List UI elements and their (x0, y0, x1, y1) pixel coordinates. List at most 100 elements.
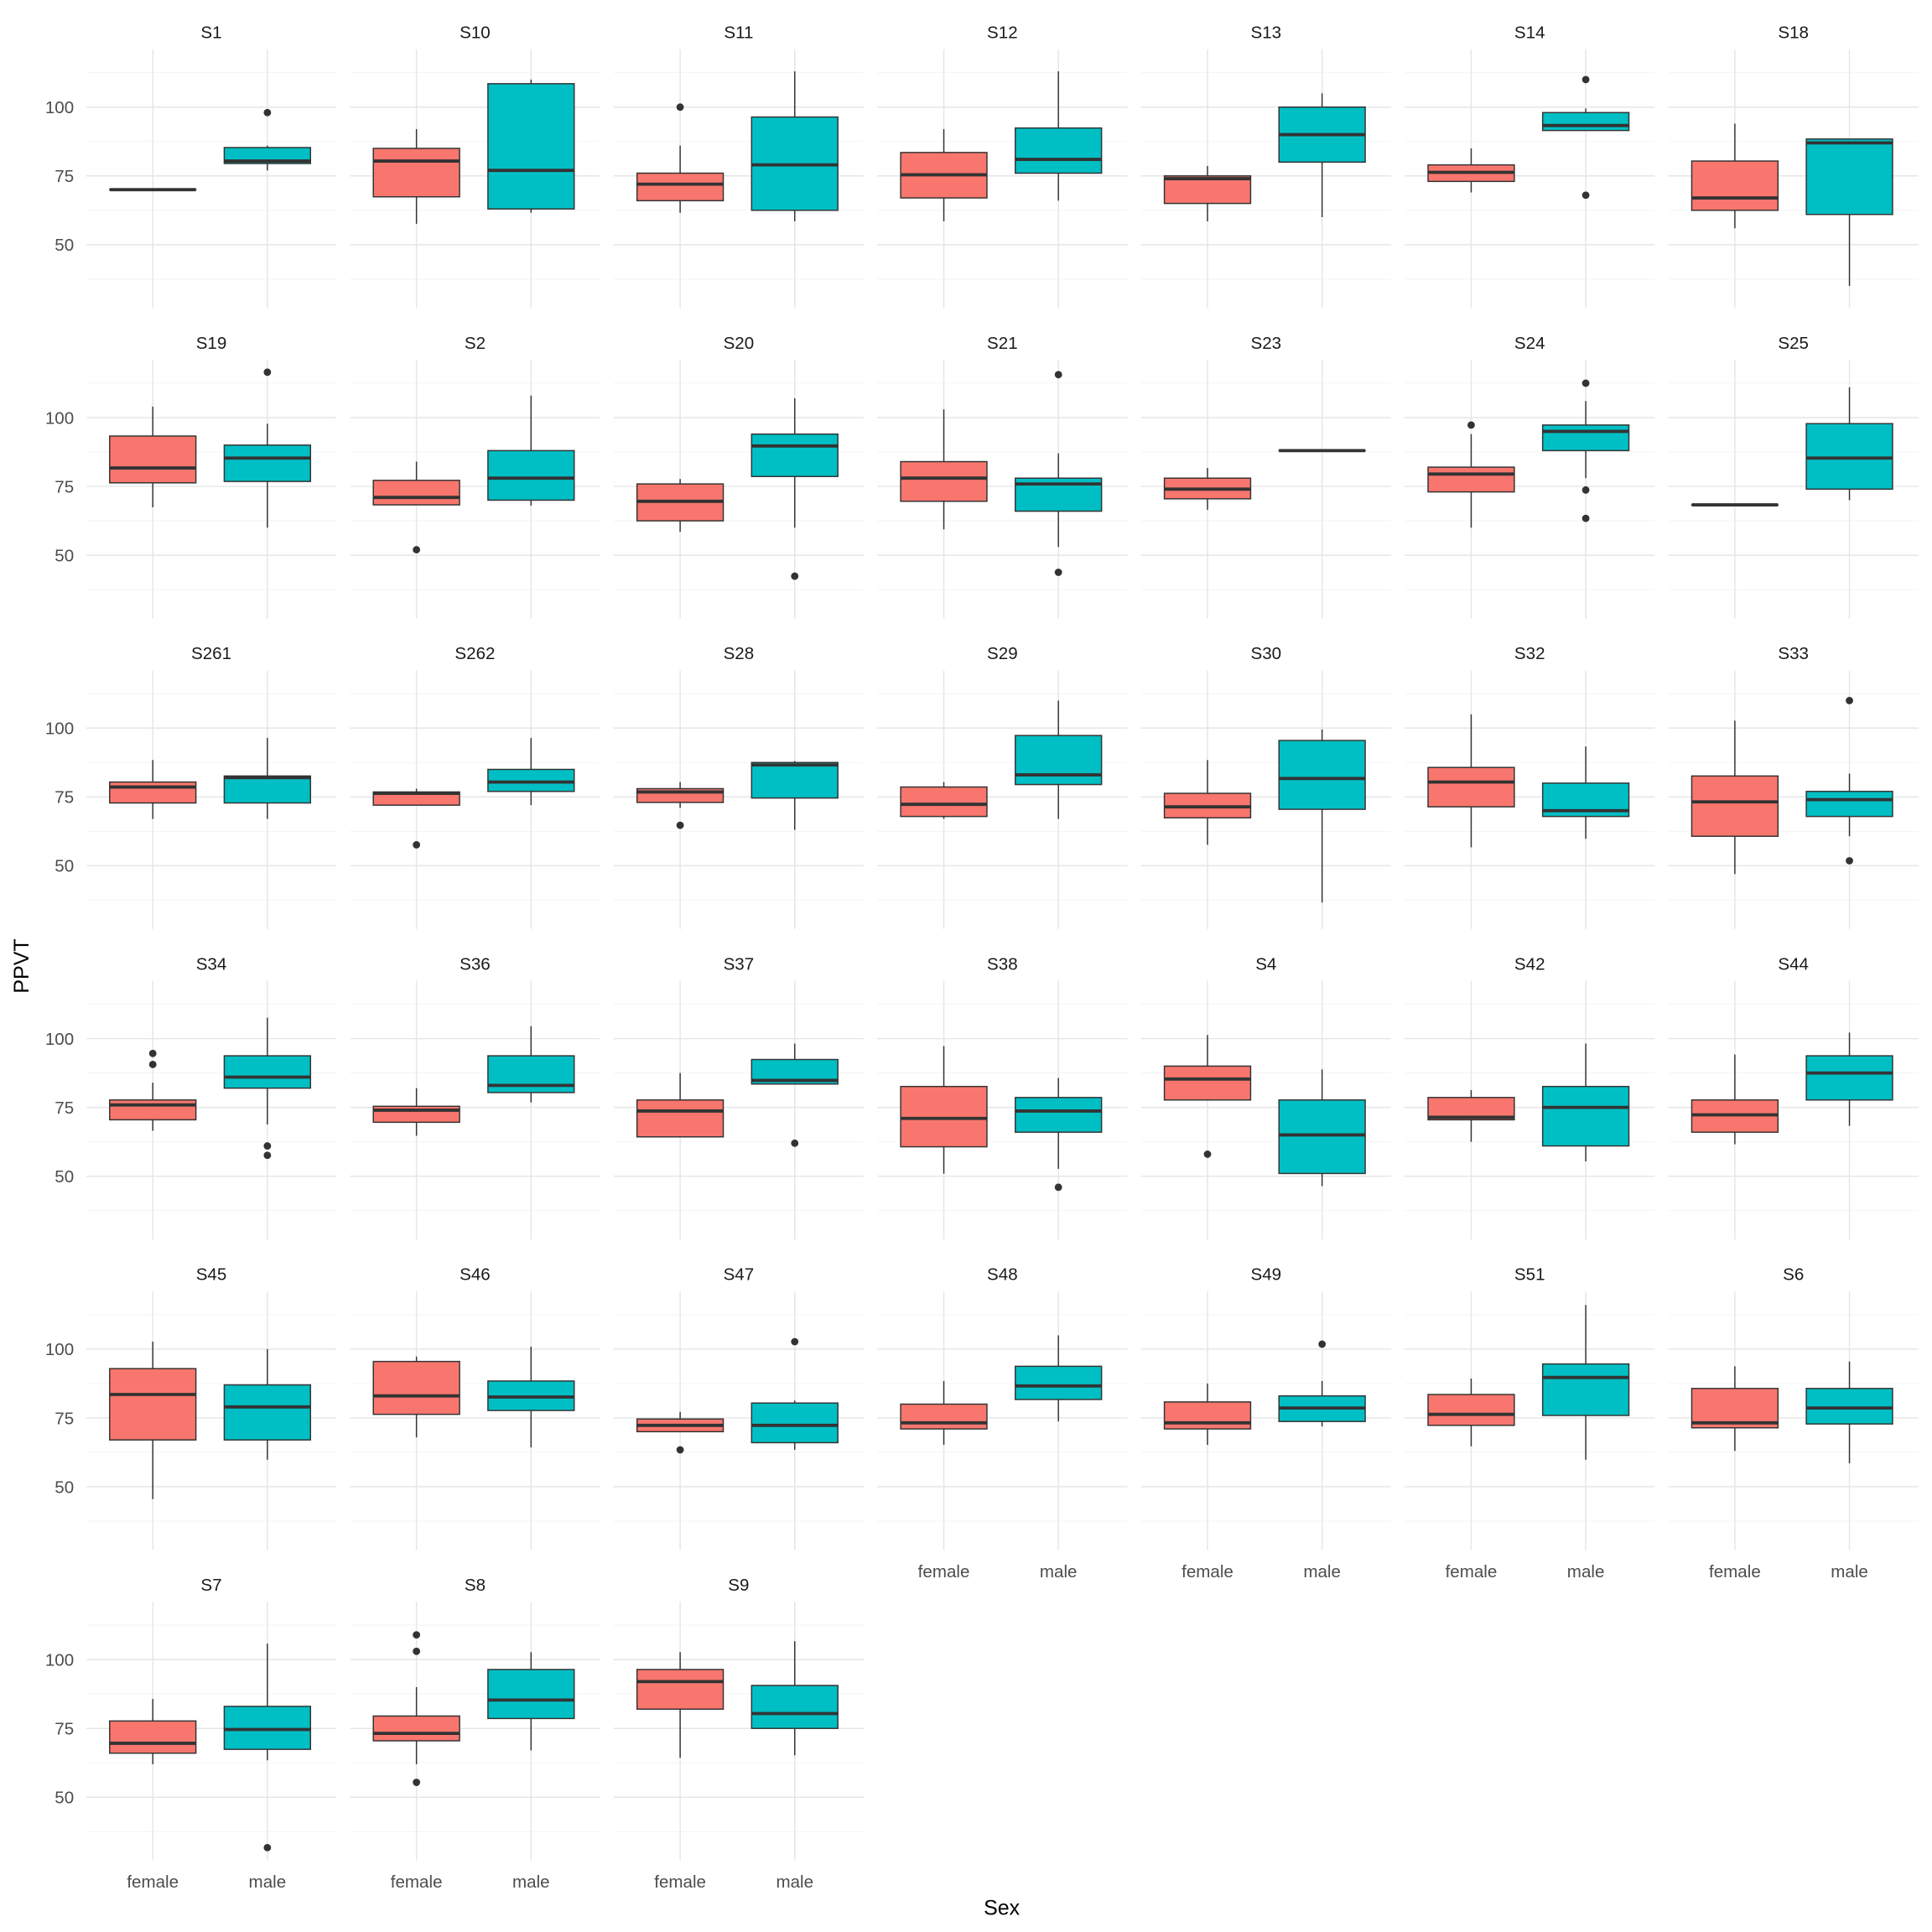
outlier-point (1581, 75, 1590, 84)
panel-S6: S6 female male (1668, 1265, 1919, 1581)
box-female (636, 479, 724, 532)
outlier-point (263, 1151, 272, 1160)
panel-S47: S47 (613, 1265, 865, 1550)
iqr-box (109, 1368, 197, 1441)
iqr-box (900, 1085, 988, 1148)
iqr-box (223, 1706, 312, 1750)
box-male (1278, 93, 1366, 218)
y-axis-title: PPVT (10, 938, 34, 993)
y-tick-label: 100 (45, 98, 74, 117)
box-female (109, 406, 197, 508)
iqr-box (900, 786, 988, 818)
outlier-point (1581, 191, 1590, 200)
outlier-point (1581, 514, 1590, 522)
outlier-point (1467, 421, 1475, 429)
strip-label: S18 (1778, 23, 1809, 43)
box-female (1690, 1054, 1779, 1145)
box-male (1278, 1069, 1366, 1187)
box-female (1163, 165, 1252, 221)
x-tick-label: male (1303, 1562, 1341, 1581)
box-male (223, 108, 312, 171)
panel-S33: S33 (1668, 644, 1919, 929)
panel-S42: S42 (1405, 954, 1655, 1240)
outlier-point (413, 841, 421, 849)
iqr-box (900, 460, 988, 502)
box-male (1015, 700, 1103, 819)
box-female (1163, 468, 1252, 510)
y-tick-label: 100 (45, 1030, 74, 1049)
box-female (900, 409, 988, 530)
strip-label: S14 (1514, 23, 1545, 43)
iqr-box (750, 761, 839, 799)
strip-label: S6 (1783, 1265, 1804, 1285)
strip-label: S42 (1514, 954, 1545, 974)
strip-label: S4 (1255, 954, 1276, 974)
iqr-box (1163, 175, 1252, 205)
box-female (1163, 760, 1252, 845)
panel-S25: S25 (1668, 334, 1919, 619)
panel-S23: S23 (1140, 334, 1391, 619)
y-tick-label: 75 (55, 1098, 74, 1118)
panel-S44: S44 (1668, 954, 1919, 1240)
strip-label: S47 (724, 1265, 755, 1285)
y-tick-label: 100 (45, 408, 74, 428)
outlier-point (1846, 697, 1853, 704)
iqr-box (1278, 1099, 1366, 1175)
outlier-point (676, 1446, 684, 1454)
outlier-point (1054, 569, 1062, 576)
panel-S45: S45 50 75 100 (45, 1265, 337, 1550)
panel-S13: S13 (1140, 23, 1391, 309)
box-male (750, 761, 839, 830)
box-female (1690, 123, 1779, 229)
panel-S2: S2 (350, 334, 600, 619)
iqr-box (636, 1669, 724, 1710)
strip-label: S20 (724, 334, 755, 353)
iqr-box (109, 435, 197, 484)
strip-label: S24 (1514, 334, 1545, 353)
box-female (372, 1088, 460, 1136)
panel-S12: S12 (877, 23, 1128, 309)
box-male (1015, 71, 1103, 201)
panel-S37: S37 (613, 954, 865, 1240)
y-tick-label: 75 (55, 788, 74, 808)
box-female (900, 1046, 988, 1174)
panel-S38: S38 (877, 954, 1128, 1240)
strip-label: S7 (200, 1576, 221, 1595)
iqr-box (1690, 775, 1779, 838)
box-male (223, 1348, 312, 1460)
x-tick-label: male (1040, 1562, 1078, 1581)
outlier-point (1054, 371, 1062, 379)
iqr-box (487, 1055, 575, 1093)
panel-S7: S7 50 75 100 female male (45, 1576, 337, 1892)
strip-label: S19 (196, 334, 227, 353)
box-female (1427, 1378, 1515, 1446)
strip-label: S10 (460, 23, 491, 43)
box-female (1163, 1035, 1252, 1158)
iqr-box (1163, 1401, 1252, 1430)
y-tick-label: 50 (55, 1478, 74, 1497)
box-female (109, 760, 197, 819)
iqr-box (1805, 1388, 1893, 1425)
iqr-box (223, 775, 312, 804)
iqr-box (636, 1099, 724, 1138)
x-tick-label: male (1831, 1562, 1868, 1581)
outlier-point (263, 1843, 272, 1852)
panel-S11: S11 (613, 23, 865, 309)
strip-label: S8 (465, 1576, 486, 1595)
y-tick-label: 75 (55, 477, 74, 496)
panel-S8: S8 female male (350, 1576, 600, 1892)
iqr-box (487, 1669, 575, 1720)
box-female (109, 1699, 197, 1764)
y-tick-label: 100 (45, 1650, 74, 1670)
panel-S24: S24 (1405, 334, 1655, 619)
x-tick-label: male (249, 1872, 287, 1892)
box-female (1690, 720, 1779, 875)
iqr-box (1015, 1097, 1103, 1133)
outlier-point (791, 1139, 799, 1147)
panel-S1: S1 50 75 100 (45, 23, 337, 309)
iqr-box (1015, 1365, 1103, 1400)
box-male (487, 738, 575, 806)
panel-S10: S10 (350, 23, 600, 309)
panel-S14: S14 (1405, 23, 1655, 309)
box-male (1278, 1340, 1366, 1427)
